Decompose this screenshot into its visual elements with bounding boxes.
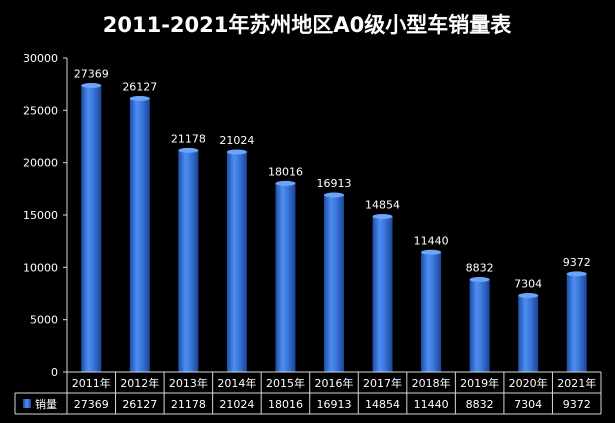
x-tick-label: 2017年 <box>363 376 402 390</box>
data-label: 8832 <box>466 262 494 275</box>
x-tick-label: 2012年 <box>120 376 159 390</box>
table-value: 16913 <box>317 398 352 411</box>
x-tick-label: 2011年 <box>72 376 111 390</box>
y-tick-label: 15000 <box>23 209 58 222</box>
data-label: 11440 <box>414 234 449 247</box>
x-tick-label: 2015年 <box>266 376 305 390</box>
data-label: 14854 <box>365 199 400 212</box>
y-tick-label: 20000 <box>23 157 58 170</box>
y-tick-label: 10000 <box>23 261 58 274</box>
data-label: 21024 <box>219 134 254 147</box>
x-tick-label: 2018年 <box>412 376 451 390</box>
x-tick-label: 2013年 <box>169 376 208 390</box>
table-value: 11440 <box>414 398 449 411</box>
data-label: 16913 <box>317 177 352 190</box>
legend-key <box>23 399 31 408</box>
table-value: 21024 <box>219 398 254 411</box>
bar <box>275 183 296 372</box>
bar <box>372 216 393 372</box>
data-label: 26127 <box>122 81 157 94</box>
x-tick-label: 2014年 <box>217 376 256 390</box>
bar <box>518 295 539 372</box>
table-value: 27369 <box>74 398 109 411</box>
y-tick-label: 0 <box>51 366 58 379</box>
bar <box>81 85 102 372</box>
bar <box>566 273 587 372</box>
bar <box>129 98 150 372</box>
bar-top <box>566 271 587 277</box>
data-label: 7304 <box>514 278 542 291</box>
bar <box>469 279 490 372</box>
y-tick-label: 5000 <box>30 314 58 327</box>
bars: 27369 26127 21178 21024 18016 16913 14854 11440… <box>74 68 591 372</box>
bar-top <box>518 293 539 299</box>
bar-top <box>226 149 247 155</box>
bar <box>226 151 247 372</box>
x-tick-label: 2016年 <box>315 376 354 390</box>
bar-top <box>469 277 490 283</box>
data-label: 27369 <box>74 68 109 81</box>
table-value: 18016 <box>268 398 303 411</box>
table-value: 8832 <box>466 398 494 411</box>
bar <box>421 252 442 372</box>
data-label: 9372 <box>563 256 591 269</box>
bar-top <box>324 192 344 198</box>
chart-title: 2011-2021年苏州地区A0级小型车销量表 <box>103 13 512 37</box>
bar-top <box>421 249 442 255</box>
bar <box>324 194 344 372</box>
bar-top <box>275 180 296 186</box>
data-label: 18016 <box>268 165 303 178</box>
bar-top <box>81 83 102 89</box>
x-tick-label: 2019年 <box>460 376 499 390</box>
bar-top <box>372 214 393 220</box>
x-tick-label: 2020年 <box>509 376 548 390</box>
table-value: 9372 <box>563 398 591 411</box>
table-value: 26127 <box>122 398 157 411</box>
table-value: 21178 <box>171 398 206 411</box>
y-axis: 0 5000 10000 15000 20000 25000 30000 <box>23 52 68 379</box>
bar <box>178 150 199 372</box>
y-tick-label: 30000 <box>23 52 58 65</box>
y-tick-label: 25000 <box>23 104 58 117</box>
x-tick-label: 2021年 <box>557 376 596 390</box>
data-table: 2011年 27369 2012年 26127 2013年 21178 2014年 21024… <box>14 371 602 415</box>
bar-top <box>129 96 150 102</box>
data-label: 21178 <box>171 132 206 145</box>
table-value: 14854 <box>365 398 400 411</box>
bar-top <box>178 147 199 153</box>
table-value: 7304 <box>514 398 542 411</box>
legend-label: 销量 <box>35 397 57 411</box>
